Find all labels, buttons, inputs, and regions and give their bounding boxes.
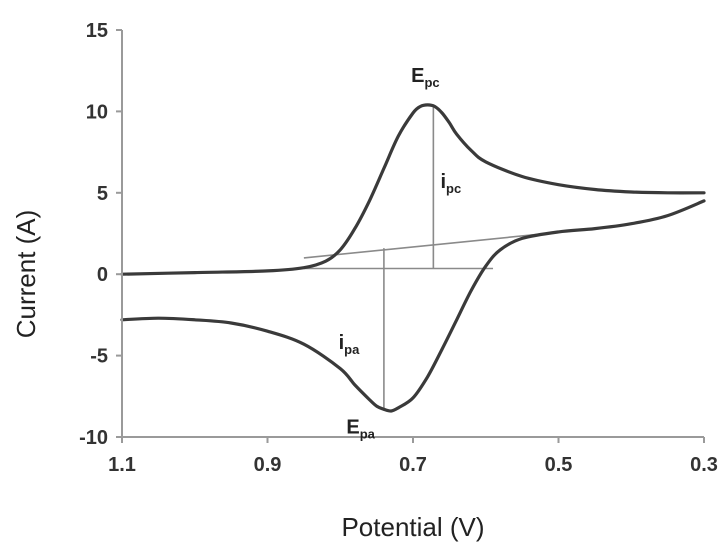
x-tick-label: 0.7 [399, 454, 427, 476]
cathodic-sweep-curve [120, 103, 706, 276]
x-tick-label: 0.3 [690, 454, 718, 476]
x-tick-label: 0.5 [545, 454, 573, 476]
x-tick-label: 1.1 [108, 454, 136, 476]
y-tick-label: -5 [90, 346, 108, 368]
tick-labels: 15 10 5 0 -5 -101.1 0.9 0.7 0.5 0.3 [79, 20, 718, 476]
annotations: Epc ipc ipa Epa [339, 65, 462, 442]
anodic-sweep-curve [120, 199, 706, 413]
y-axis-title: Current (A) [11, 210, 41, 339]
y-tick-label: -10 [79, 427, 108, 449]
axes [116, 29, 705, 443]
annotation-epc: Epc [411, 65, 440, 90]
annotation-epa: Epa [346, 417, 375, 442]
y-tick-label: 15 [86, 20, 108, 42]
x-tick-label: 0.9 [254, 454, 282, 476]
y-tick-label: 5 [97, 183, 108, 205]
annotation-ipa: ipa [339, 332, 361, 357]
annotation-ipc: ipc [440, 171, 461, 196]
y-tick-label: 0 [97, 264, 108, 286]
series-curves [120, 103, 706, 413]
y-tick-label: 10 [86, 101, 108, 123]
x-axis-title: Potential (V) [341, 512, 484, 542]
